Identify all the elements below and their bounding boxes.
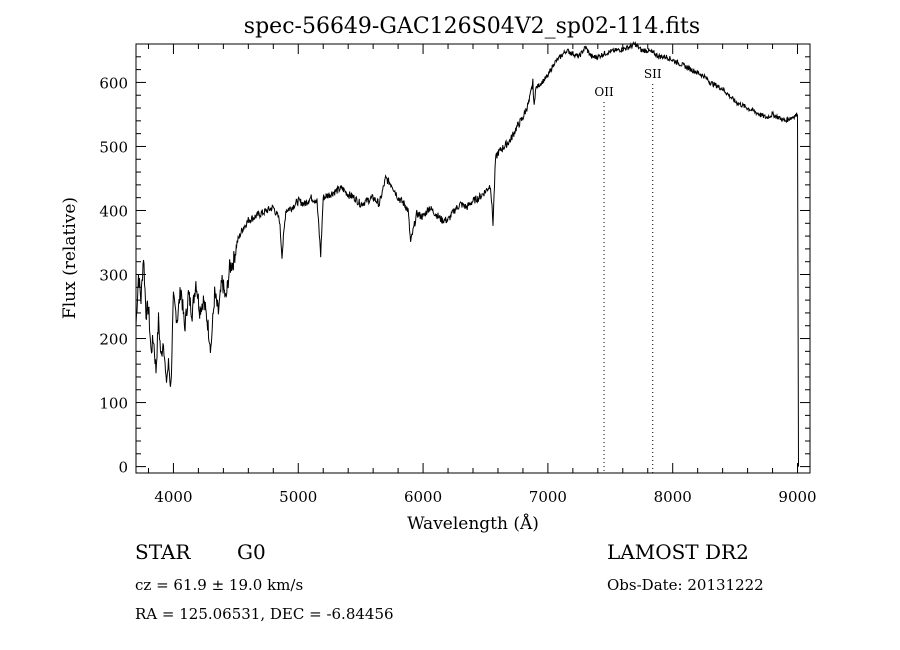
spectrum-series-line: [135, 41, 799, 467]
y-tick-label: 100: [99, 395, 128, 413]
x-tick-label: 9000: [778, 488, 816, 506]
y-tick-label: 0: [118, 459, 128, 477]
x-tick-label: 8000: [654, 488, 692, 506]
y-tick-label: 300: [99, 267, 128, 285]
emission-line-markers: OII SII: [594, 67, 662, 473]
redshift-text: cz = 61.9 ± 19.0 km/s: [135, 576, 303, 594]
y-tick-label: 600: [99, 74, 128, 92]
y-tick-label: 500: [99, 138, 128, 156]
y-axis-tick-labels: 0 100 200 300 400 500 600: [99, 74, 128, 476]
y-tick-label: 200: [99, 331, 128, 349]
object-class-label: STAR: [135, 540, 191, 564]
x-tick-label: 4000: [154, 488, 192, 506]
plot-frame: [135, 43, 811, 474]
annotation-label: SII: [644, 67, 662, 81]
x-tick-label: 6000: [404, 488, 442, 506]
y-tick-label: 400: [99, 202, 128, 220]
coordinates-text: RA = 125.06531, DEC = -6.84456: [135, 605, 394, 623]
chart-title: spec-56649-GAC126S04V2_sp02-114.fits: [244, 14, 700, 39]
x-axis-tick-labels: 4000 5000 6000 7000 8000 9000: [154, 488, 816, 506]
observation-date-text: Obs-Date: 20131222: [607, 576, 764, 594]
survey-label: LAMOST DR2: [607, 540, 749, 564]
x-axis-label: Wavelength (Å): [407, 513, 539, 534]
y-axis-ticks: [136, 43, 810, 468]
annotation-label: OII: [594, 85, 614, 99]
x-tick-label: 7000: [529, 488, 567, 506]
x-tick-label: 5000: [279, 488, 317, 506]
x-axis-ticks: [147, 44, 799, 473]
object-subclass-label: G0: [237, 540, 266, 564]
y-axis-label: Flux (relative): [60, 197, 80, 319]
